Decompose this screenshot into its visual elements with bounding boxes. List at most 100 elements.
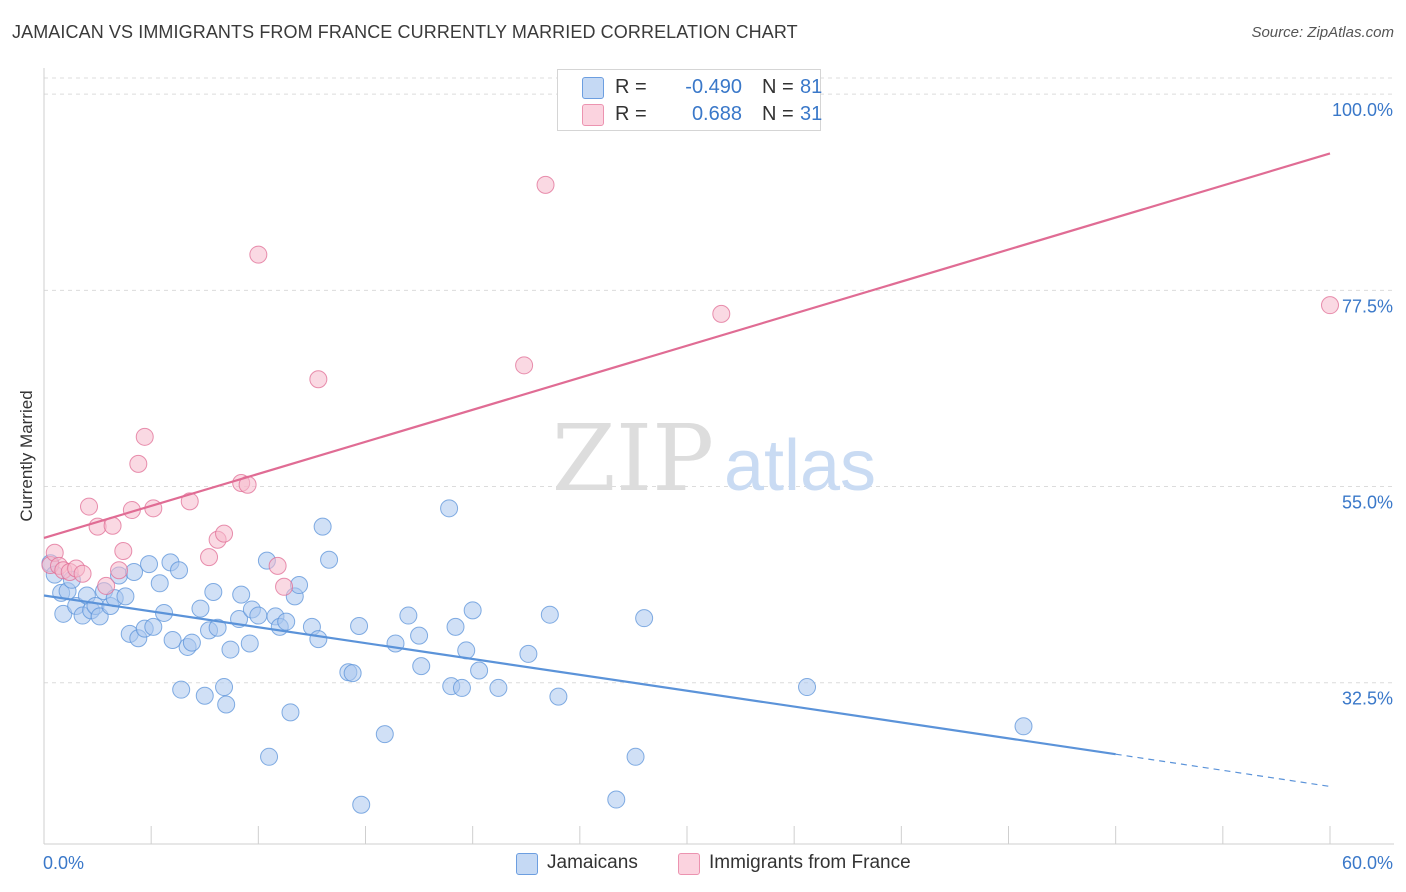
jamaican-point (172, 680, 191, 699)
jamaican-point (125, 562, 144, 581)
data-points (41, 175, 1339, 814)
legend-r-value: 0.688 (691, 103, 742, 125)
jamaican-point (519, 644, 538, 663)
france-point (268, 556, 287, 575)
jamaican-point (195, 686, 214, 705)
france-point (80, 497, 99, 516)
france-point (110, 561, 129, 580)
legend-n-value: 81 (800, 76, 823, 98)
france-point (200, 548, 219, 567)
jamaican-point (549, 687, 568, 706)
france-point (180, 492, 199, 511)
jamaican-point (215, 678, 234, 697)
bottom-legend-swatch-jamaicans (516, 853, 538, 875)
legend-r-value: -0.490 (685, 76, 742, 98)
jamaican-point (249, 606, 268, 625)
jamaican-point (204, 583, 223, 602)
jamaican-point (343, 664, 362, 683)
jamaican-point (1014, 717, 1033, 736)
y-tick-label: 32.5% (1342, 689, 1393, 709)
jamaican-point (260, 747, 279, 766)
watermark-zip: ZIP (552, 405, 714, 512)
legend-swatch-jamaicans (582, 77, 604, 99)
tick-labels: 32.5% 55.0% 77.5% 100.0% 0.0% 60.0% (43, 100, 1393, 873)
correlation-legend: R = -0.490 N = 81 R = 0.688 N = 31 (557, 69, 823, 131)
x-tick-label: 60.0% (1342, 853, 1393, 873)
jamaican-point (240, 634, 259, 653)
jamaican-point (798, 678, 817, 697)
france-point (249, 245, 268, 264)
jamaican-trend-line-extension (1115, 753, 1331, 788)
jamaican-point (399, 606, 418, 625)
jamaican-point (232, 585, 251, 604)
france-point (215, 524, 234, 543)
legend-n-label: N = (762, 76, 794, 98)
chart-title: JAMAICAN VS IMMIGRANTS FROM FRANCE CURRE… (12, 22, 798, 42)
bottom-legend-swatch-france (678, 853, 700, 875)
france-point (309, 370, 328, 389)
jamaican-point (191, 599, 210, 618)
jamaican-point (144, 617, 163, 636)
france-point (129, 454, 148, 473)
jamaican-point (540, 605, 559, 624)
jamaican-trend-line (43, 594, 1116, 756)
jamaican-point (410, 626, 429, 645)
france-point (1321, 296, 1339, 315)
jamaican-point (350, 617, 369, 636)
france-point (275, 577, 294, 596)
jamaican-point (446, 617, 465, 636)
legend-swatch-france (582, 104, 604, 126)
y-tick-label: 100.0% (1332, 100, 1393, 120)
legend-r-label: R = (615, 103, 647, 125)
jamaican-point (440, 499, 459, 518)
bottom-legend-label: Jamaicans (547, 852, 638, 873)
watermark: ZIP atlas (552, 405, 876, 512)
jamaican-point (412, 657, 431, 676)
jamaican-point (352, 795, 371, 814)
france-point (712, 304, 731, 323)
jamaican-point (607, 790, 626, 809)
jamaican-point (221, 640, 240, 659)
source-label: Source: ZipAtlas.com (1251, 24, 1394, 41)
jamaican-point (182, 633, 201, 652)
france-point (536, 175, 555, 194)
jamaican-point (489, 678, 508, 697)
france-point (73, 564, 92, 583)
jamaican-point (140, 555, 159, 574)
jamaican-point (635, 609, 654, 628)
france-point (97, 576, 116, 595)
jamaican-point (150, 574, 169, 593)
trend-lines (43, 152, 1331, 788)
bottom-legend-label: Immigrants from France (709, 852, 911, 873)
legend-n-value: 31 (800, 103, 823, 125)
jamaican-point (170, 561, 189, 580)
legend-n-label: N = (762, 103, 794, 125)
jamaican-point (309, 630, 328, 649)
y-tick-label: 55.0% (1342, 493, 1393, 513)
jamaican-point (470, 661, 489, 680)
france-point (114, 542, 133, 561)
jamaican-point (116, 587, 135, 606)
jamaican-point (217, 695, 236, 714)
watermark-atlas: atlas (724, 426, 876, 506)
legend-r-label: R = (615, 76, 647, 98)
jamaican-point (208, 618, 227, 637)
axes (43, 68, 1394, 845)
jamaican-point (290, 576, 309, 595)
jamaican-point (281, 703, 300, 722)
jamaican-point (277, 612, 296, 631)
jamaican-point (375, 725, 394, 744)
y-tick-label: 77.5% (1342, 296, 1393, 316)
jamaican-point (452, 678, 471, 697)
france-point (515, 356, 534, 375)
jamaican-point (626, 747, 645, 766)
jamaican-point (163, 630, 182, 649)
jamaican-point (313, 517, 332, 536)
france-trend-line (43, 152, 1331, 540)
france-point (135, 427, 154, 446)
jamaican-point (463, 601, 482, 620)
jamaican-point (320, 550, 339, 569)
x-tick-label: 0.0% (43, 853, 84, 873)
y-axis-title: Currently Married (17, 390, 36, 522)
